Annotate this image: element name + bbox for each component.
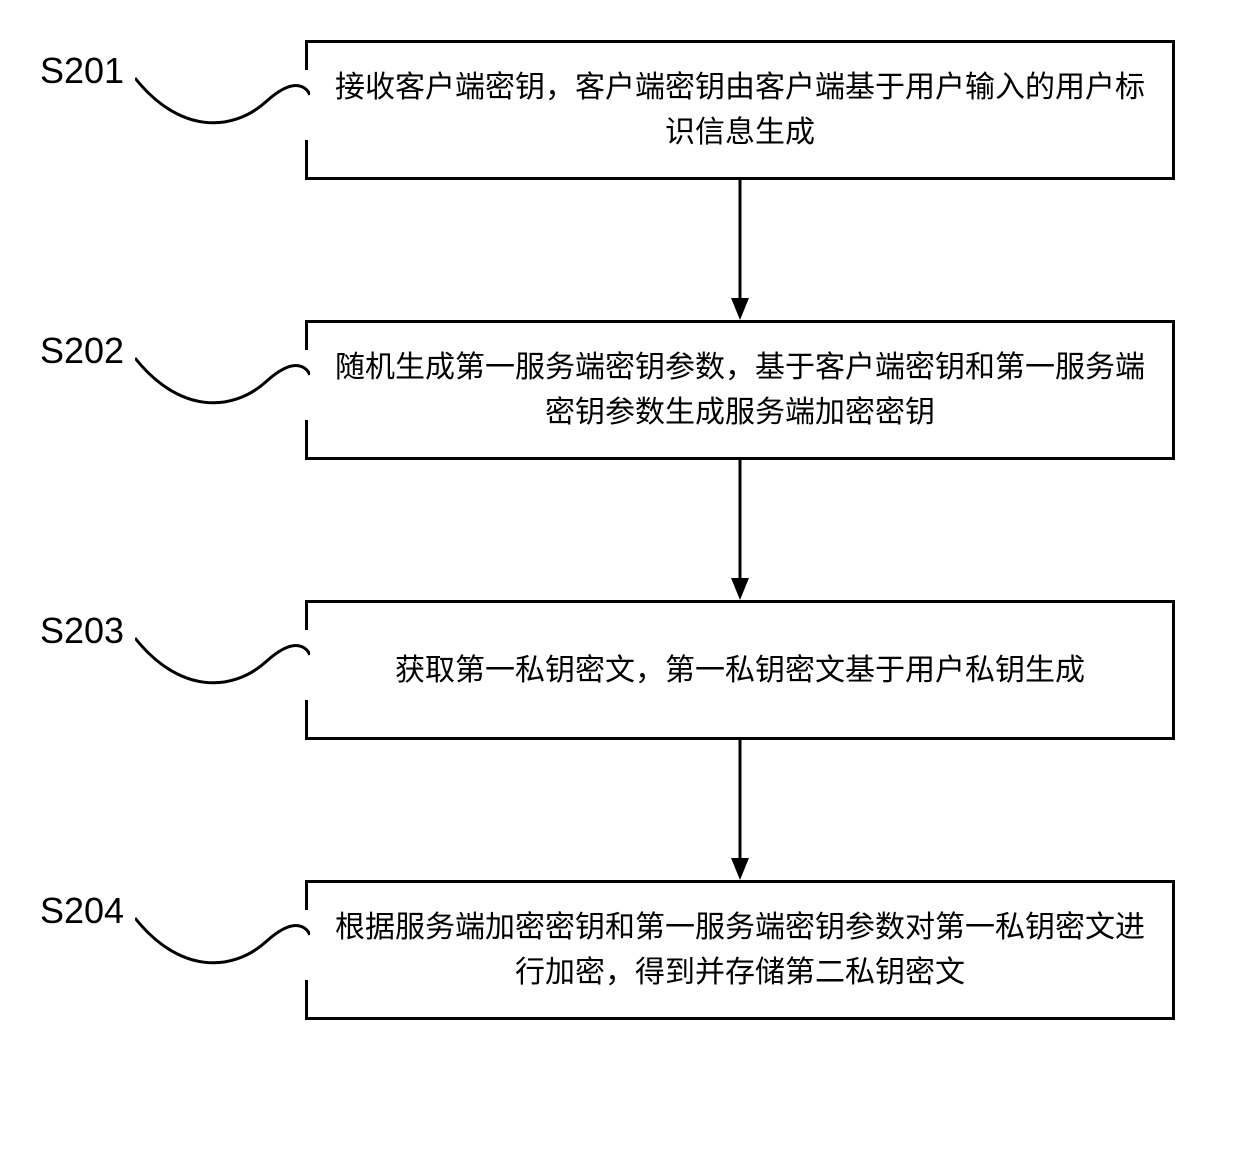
label-connector — [135, 630, 310, 700]
flow-arrow — [725, 180, 755, 320]
flow-arrow — [725, 460, 755, 600]
flow-step-text: 获取第一私钥密文，第一私钥密文基于用户私钥生成 — [395, 648, 1085, 693]
flow-step-text: 根据服务端加密密钥和第一服务端密钥参数对第一私钥密文进行加密，得到并存储第二私钥… — [332, 905, 1148, 995]
label-connector — [135, 70, 310, 140]
label-connector — [135, 350, 310, 420]
flow-step-label: S201 — [40, 50, 124, 92]
flow-step-box: 随机生成第一服务端密钥参数，基于客户端密钥和第一服务端密钥参数生成服务端加密密钥 — [305, 320, 1175, 460]
flow-arrow — [725, 740, 755, 880]
flow-step-label: S203 — [40, 610, 124, 652]
flow-step-label: S202 — [40, 330, 124, 372]
flow-step-box: 根据服务端加密密钥和第一服务端密钥参数对第一私钥密文进行加密，得到并存储第二私钥… — [305, 880, 1175, 1020]
flow-step-label: S204 — [40, 890, 124, 932]
flow-step-text: 接收客户端密钥，客户端密钥由客户端基于用户输入的用户标识信息生成 — [332, 65, 1148, 155]
label-connector — [135, 910, 310, 980]
flow-step-box: 获取第一私钥密文，第一私钥密文基于用户私钥生成 — [305, 600, 1175, 740]
flow-step-box: 接收客户端密钥，客户端密钥由客户端基于用户输入的用户标识信息生成 — [305, 40, 1175, 180]
flow-step-text: 随机生成第一服务端密钥参数，基于客户端密钥和第一服务端密钥参数生成服务端加密密钥 — [332, 345, 1148, 435]
